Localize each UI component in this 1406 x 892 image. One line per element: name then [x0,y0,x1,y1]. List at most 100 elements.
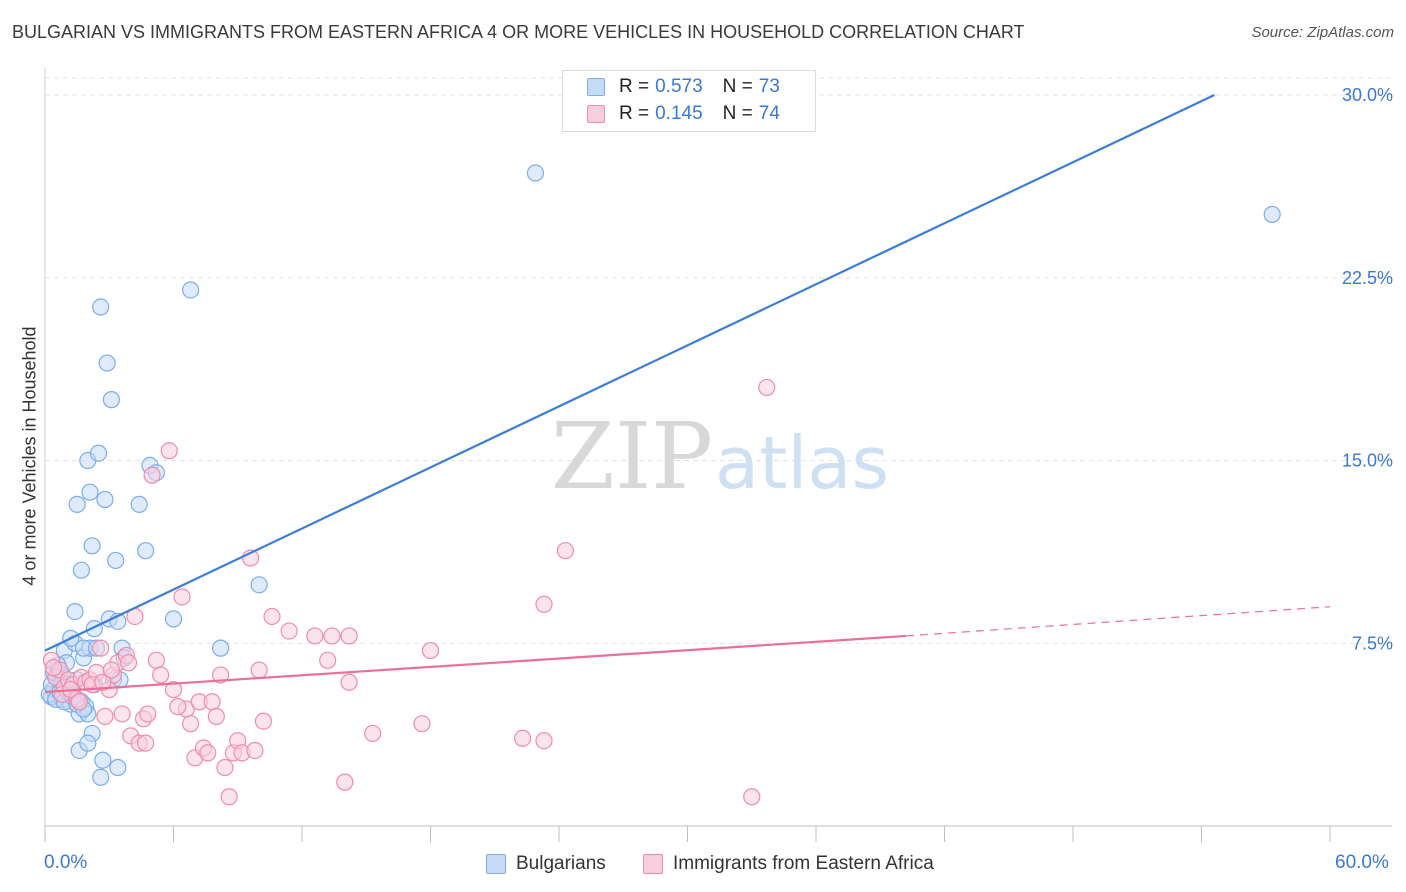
data-point [92,768,110,786]
legend-swatch-blue [587,78,605,96]
data-point [246,741,264,760]
x-tick-label-max: 60.0% [1335,852,1389,873]
data-point [130,495,148,513]
data-point [143,466,161,484]
x-tick-label-min: 0.0% [44,852,88,873]
data-point [98,354,116,372]
data-point [535,595,553,613]
data-point [173,588,191,606]
data-point [92,639,110,657]
data-point [107,551,125,570]
data-point [336,773,354,791]
data-point [81,483,99,501]
data-point [94,673,112,691]
data-point [44,659,63,677]
data-point [250,661,268,679]
legend-n-label: N = [722,103,753,124]
data-point [254,712,273,730]
data-point [164,610,183,628]
data-point [119,654,138,672]
legend-item-bulgarians[interactable]: Bulgarians [486,850,606,878]
data-point [212,666,230,684]
y-tick-label: 30.0% [1342,85,1393,105]
data-point [743,788,761,806]
data-point [203,693,221,711]
data-point [421,641,440,660]
legend-n-label: N = [722,76,753,97]
data-point [66,602,84,621]
data-point [323,627,341,645]
legend-swatch-blue [486,854,506,874]
data-point [758,378,776,397]
data-point [526,164,545,182]
data-point [83,537,101,555]
source-label: Source: ZipAtlas.com [1251,24,1394,41]
trend-line-eastern-africa [44,634,907,694]
data-point [216,758,234,777]
data-point [250,576,268,594]
correlation-legend: R = 0.573 N = 73 R = 0.145 N = 74 [562,70,816,132]
legend-label-bulgarians: Bulgarians [516,853,606,874]
watermark-atlas: atlas [715,421,889,505]
data-point [109,758,127,777]
data-point [72,561,91,579]
legend-item-eastern-africa[interactable]: Immigrants from Eastern Africa [643,850,934,878]
data-point [137,542,155,560]
legend-n-value: 73 [758,76,780,97]
data-points [40,164,1281,806]
data-point [182,715,200,733]
data-point [102,661,120,679]
y-tick-label: 15.0% [1342,451,1393,471]
legend-r-value: 0.573 [655,76,703,97]
data-point [413,715,431,733]
data-point [113,705,131,723]
data-point [182,281,200,299]
trend-line-eastern-africa-extension [905,606,1331,637]
data-point [169,698,187,716]
legend-swatch-pink [643,854,663,874]
y-tick-label: 22.5% [1342,268,1393,288]
y-tick-label: 7.5% [1352,633,1393,653]
legend-r-value: 0.145 [655,103,703,124]
legend-n-value: 74 [758,103,780,124]
data-point [102,391,120,409]
trend-lines [44,94,1331,694]
data-point [139,705,157,723]
data-point [513,729,532,747]
series-legend: Bulgarians Immigrants from Eastern Afric… [0,850,1406,878]
legend-row-bulgarians: R = 0.573 N = 73 [587,74,780,100]
data-point [152,666,170,684]
data-point [70,693,88,711]
data-point [1263,205,1281,224]
data-point [89,444,108,462]
data-point [92,298,110,316]
y-axis-label: 4 or more Vehicles in Household [19,326,40,586]
legend-swatch-pink [587,105,605,123]
data-point [364,724,382,743]
data-point [94,751,112,769]
data-point [212,639,230,657]
legend-r-label: R = [619,103,650,124]
watermark-zip: ZIP [551,403,713,510]
chart-title: BULGARIAN VS IMMIGRANTS FROM EASTERN AFR… [12,22,1025,42]
watermark: ZIP atlas [551,403,889,510]
data-point [340,627,358,645]
data-point [280,622,298,640]
data-point [340,673,358,691]
data-point [68,495,86,513]
data-point [96,490,114,509]
data-point [263,607,281,626]
y-tick-labels: 7.5% 15.0% 22.5% 30.0% [1342,85,1393,653]
data-point [319,651,337,669]
data-point [207,707,225,725]
trend-line-bulgarians [44,94,1215,652]
legend-r-label: R = [619,76,650,97]
legend-label-eastern-africa: Immigrants from Eastern Africa [673,853,934,874]
data-point [556,542,575,560]
legend-row-eastern-africa: R = 0.145 N = 74 [587,101,780,127]
data-point [160,442,178,460]
data-point [199,744,217,762]
data-point [220,788,238,806]
data-point [137,734,155,752]
